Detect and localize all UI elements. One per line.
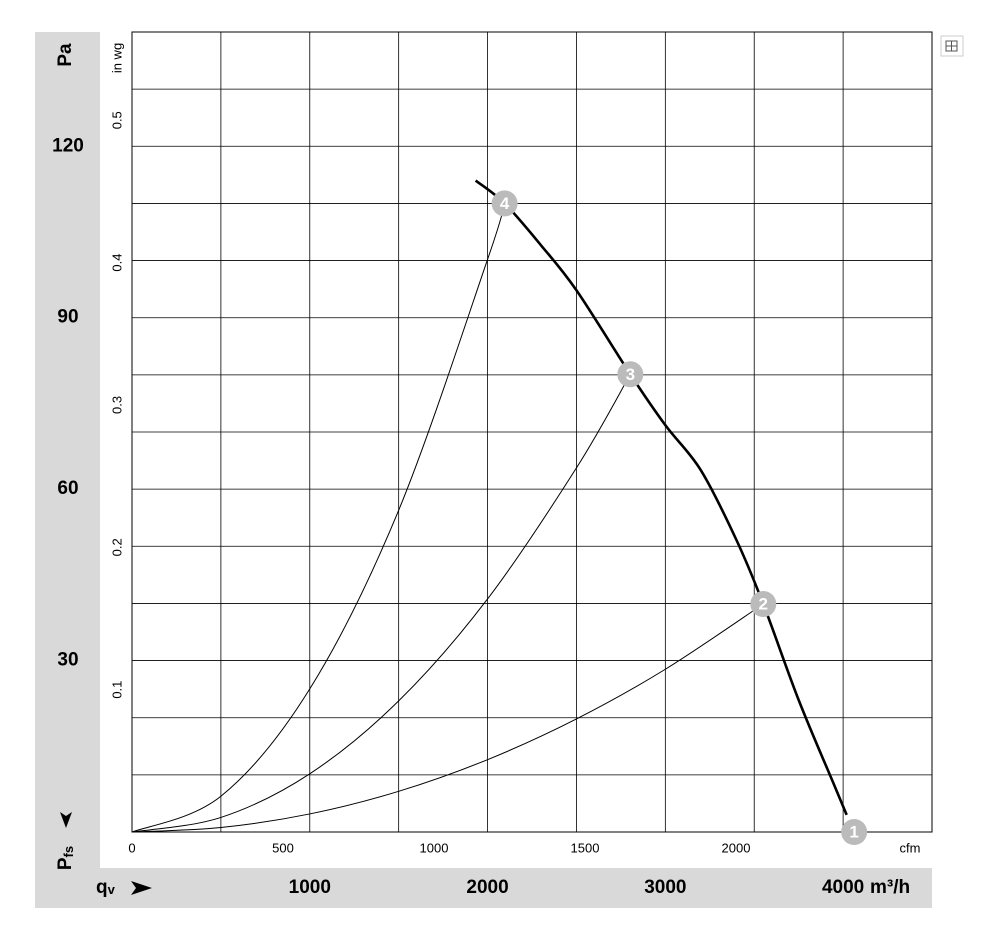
- x2-tick-label: 1500: [571, 840, 600, 855]
- y-arrow: [60, 812, 72, 828]
- x2-tick-label: 0: [128, 840, 135, 855]
- x2-tick-label: 500: [272, 840, 294, 855]
- point-label: 4: [500, 194, 510, 213]
- y-symbol-sub: fs: [61, 846, 76, 858]
- y-unit: Pa: [55, 43, 76, 67]
- operating-point: [617, 361, 644, 388]
- y-tick-label: 90: [57, 307, 78, 328]
- plot-frame: [131, 31, 933, 833]
- x-tick-label: 1000: [289, 877, 331, 898]
- y2-tick-label: 0.1: [109, 681, 124, 699]
- x-symbol-main: q: [96, 877, 108, 898]
- fan-curve: [474, 179, 848, 816]
- system-curve: [131, 203, 506, 833]
- y-tick-label: 30: [57, 650, 78, 671]
- y-axis-band: [35, 32, 100, 868]
- y2-tick-label: 0.4: [109, 254, 124, 272]
- y2-tick-label: 0.5: [109, 111, 124, 129]
- y2-tick-label: 0.2: [109, 538, 124, 556]
- y-symbol: Pfs: [55, 846, 76, 870]
- system-curve: [131, 603, 764, 833]
- x2-tick-label: 2000: [722, 840, 751, 855]
- operating-point: [491, 190, 518, 217]
- system-curve: [131, 374, 631, 833]
- x-symbol-sub: v: [108, 882, 116, 897]
- x-tick-label: 2000: [466, 877, 508, 898]
- operating-point: [841, 819, 868, 845]
- x-axis-band: [35, 868, 932, 908]
- point-label: 1: [849, 822, 858, 841]
- x-unit: m³/h: [870, 877, 910, 898]
- x-symbol: qv: [96, 877, 116, 898]
- x2-unit: cfm: [900, 840, 921, 855]
- x2-tick-label: 1000: [420, 840, 449, 855]
- expand-icon[interactable]: [940, 35, 964, 57]
- point-label: 2: [759, 594, 768, 613]
- y2-tick-label: 0.3: [109, 396, 124, 414]
- x-tick-label: 3000: [644, 877, 686, 898]
- y2-unit: in wg: [109, 43, 124, 73]
- x-arrow: [131, 881, 152, 895]
- x-tick-label: 4000: [822, 877, 864, 898]
- y-tick-label: 120: [52, 135, 84, 156]
- point-label: 3: [626, 365, 635, 384]
- operating-point: [750, 591, 777, 617]
- y-tick-label: 60: [57, 478, 78, 499]
- y-symbol-main: P: [55, 857, 76, 870]
